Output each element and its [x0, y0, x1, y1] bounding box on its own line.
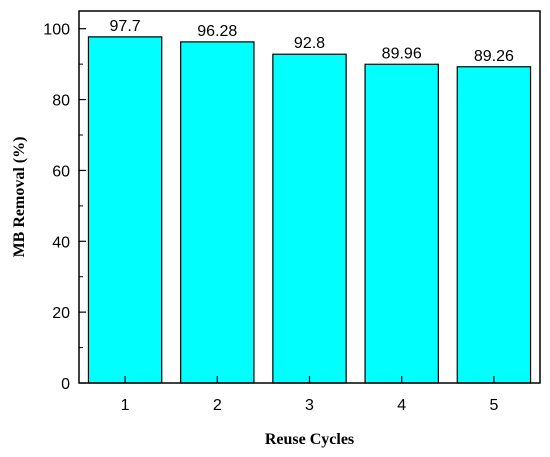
plot-frame [78, 10, 541, 384]
bar-cycle-3 [272, 53, 347, 384]
y-tick-label: 0 [61, 376, 70, 393]
x-tick-label: 5 [489, 397, 498, 414]
data-label-cycle-3: 92.8 [294, 35, 325, 52]
x-axis-title: Reuse Cycles [265, 431, 354, 448]
bar-cycle-5 [456, 66, 532, 384]
y-tick-label: 60 [52, 163, 70, 180]
bar-cycle-4 [364, 63, 439, 384]
ticks-layer: 1 2 3 4 5 0 20 40 60 80 100 [43, 22, 498, 414]
x-tick-label: 4 [397, 397, 406, 414]
data-label-cycle-1: 97.7 [110, 18, 141, 35]
data-label-cycle-5: 89.26 [474, 48, 514, 65]
y-tick-label: 100 [43, 22, 70, 39]
y-tick-label: 80 [52, 93, 70, 110]
y-axis-title: MB Removal (%) [11, 137, 28, 258]
x-tick-label: 1 [121, 397, 130, 414]
data-label-cycle-2: 96.28 [197, 23, 237, 40]
data-label-cycle-4: 89.96 [382, 45, 422, 62]
bars-layer: 97.7 96.28 92.8 89.96 89.26 [87, 18, 532, 384]
bar-cycle-1 [87, 36, 163, 384]
y-tick-label: 40 [52, 234, 70, 251]
y-tick-label: 20 [52, 305, 70, 322]
x-tick-label: 3 [305, 397, 314, 414]
bar-cycle-2 [180, 41, 255, 384]
x-tick-label: 2 [213, 397, 222, 414]
